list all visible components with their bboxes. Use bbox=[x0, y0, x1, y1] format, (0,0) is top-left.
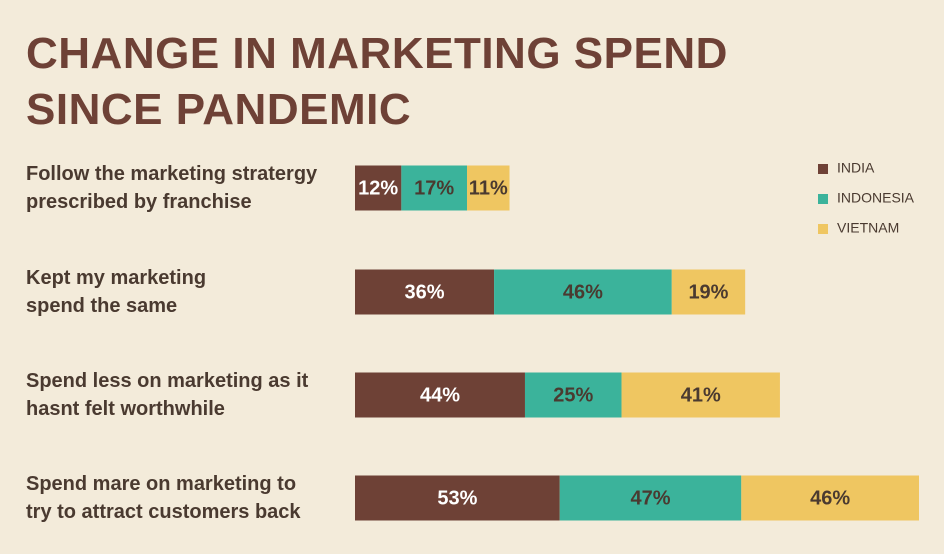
category-label: Spend mare on marketing to try to attrac… bbox=[26, 473, 301, 523]
value-label: 11% bbox=[469, 177, 508, 199]
legend-swatch bbox=[818, 194, 828, 204]
bar-segment bbox=[401, 165, 468, 211]
legend-label: VIETNAM bbox=[837, 220, 899, 236]
bar-segment bbox=[671, 269, 746, 315]
value-label: 12% bbox=[358, 177, 398, 199]
value-label: 17% bbox=[414, 177, 454, 199]
value-label: 19% bbox=[688, 281, 728, 303]
bar-segment bbox=[559, 475, 742, 521]
bar-segment bbox=[355, 165, 402, 211]
bar-segment bbox=[524, 372, 622, 418]
value-label: 46% bbox=[810, 487, 850, 509]
legend-label: INDIA bbox=[837, 160, 875, 176]
bar-segment bbox=[355, 475, 560, 521]
value-label: 46% bbox=[563, 281, 603, 303]
bar-segment bbox=[355, 269, 495, 315]
bar-segment bbox=[355, 372, 525, 418]
value-label: 41% bbox=[681, 384, 721, 406]
legend-label: INDONESIA bbox=[837, 190, 915, 206]
bar-segment bbox=[494, 269, 672, 315]
value-label: 53% bbox=[437, 487, 477, 509]
chart-title: CHANGE IN MARKETING SPEND SINCE PANDEMIC bbox=[26, 29, 728, 134]
bar-segment bbox=[467, 165, 510, 211]
value-label: 47% bbox=[631, 487, 671, 509]
category-label: Spend less on marketing as it hasnt felt… bbox=[26, 370, 309, 420]
value-label: 25% bbox=[553, 384, 593, 406]
category-label: Kept my marketing spend the same bbox=[26, 267, 207, 317]
bar-segment bbox=[621, 372, 780, 418]
category-label: Follow the marketing stratergy prescribe… bbox=[26, 163, 318, 213]
legend-swatch bbox=[818, 224, 828, 234]
value-label: 44% bbox=[420, 384, 460, 406]
value-label: 36% bbox=[405, 281, 445, 303]
legend-swatch bbox=[818, 164, 828, 174]
bar-segment bbox=[741, 475, 919, 521]
